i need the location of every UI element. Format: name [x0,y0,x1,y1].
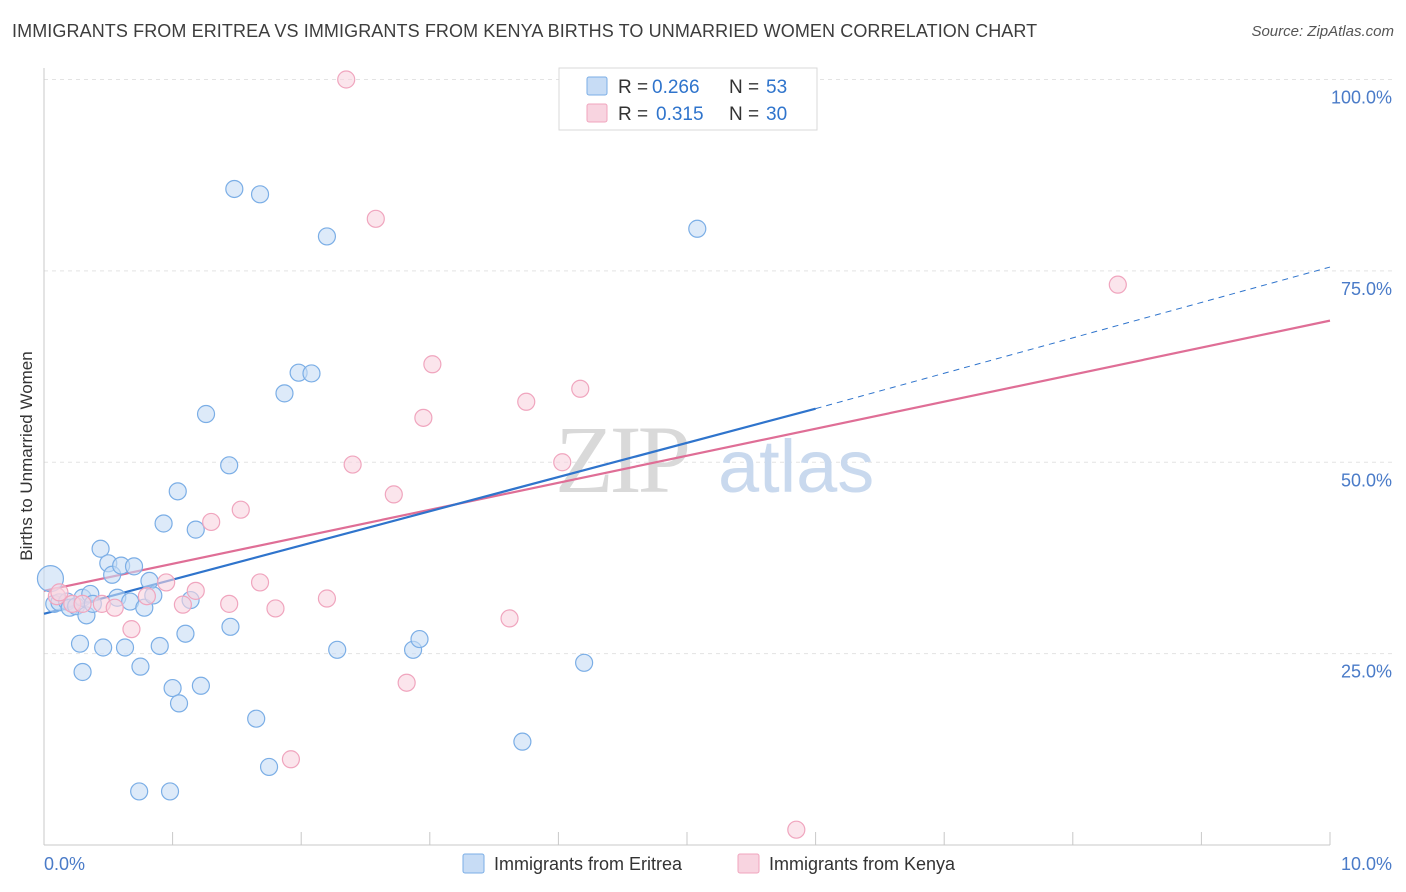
point-kenya-24 [423,355,442,374]
point-eritrea-7 [70,634,90,653]
point-eritrea-44 [317,227,337,246]
point-kenya-10 [186,581,205,600]
point-kenya-27 [553,453,572,472]
bottom-legend-swatch-kenya [737,853,760,874]
point-kenya-17 [317,589,337,608]
point-kenya-26 [517,392,536,411]
legend-box: R = 0.266 N = 53 R = 0.315 N = 30 [558,67,818,131]
legend-r-label-kenya: R = [618,104,648,125]
point-kenya-28 [571,379,590,398]
point-kenya-22 [397,673,416,692]
point-eritrea-52 [688,219,707,238]
point-eritrea-8 [73,662,92,682]
point-kenya-20 [366,209,385,228]
point-eritrea-30 [176,624,195,643]
point-eritrea-36 [221,617,240,636]
point-eritrea-13 [94,638,113,657]
point-eritrea-37 [225,179,244,199]
legend-n-value-eritrea: 53 [766,77,787,98]
x-tick-label-max: 10.0% [1341,854,1392,874]
point-eritrea-50 [513,732,532,751]
watermark-atlas: atlas [718,425,874,508]
y-tick-labels: 25.0% 50.0% 75.0% 100.0% [1331,88,1392,682]
legend-swatch-eritrea [586,76,608,96]
point-kenya-23 [414,408,433,427]
point-eritrea-46 [130,782,149,801]
source-credit: Source: ZipAtlas.com [1251,23,1394,40]
x-tick-label-min: 0.0% [44,854,85,874]
y-tick-label-25: 25.0% [1341,662,1392,682]
point-kenya-16 [281,750,301,769]
point-eritrea-41 [275,384,294,403]
legend-n-label-eritrea: N = [729,77,759,98]
point-eritrea-21 [131,657,150,676]
point-kenya-25 [500,609,519,628]
bottom-legend-label-eritrea: Immigrants from Eritrea [494,854,683,874]
point-eritrea-45 [328,640,347,659]
point-kenya-7 [137,587,156,606]
point-eritrea-49 [410,629,429,649]
point-kenya-15 [266,599,285,618]
watermark: ZIP atlas [555,406,874,513]
y-tick-label-75: 75.0% [1341,279,1392,299]
point-eritrea-34 [196,404,216,424]
point-eritrea-12 [91,539,110,558]
point-kenya-1 [50,583,69,602]
chart-title: IMMIGRANTS FROM ERITREA VS IMMIGRANTS FR… [12,21,1038,41]
point-kenya-3 [73,594,92,613]
point-eritrea-25 [150,636,169,656]
legend-n-label-kenya: N = [729,104,759,125]
point-eritrea-43 [302,364,321,383]
point-kenya-13 [231,500,250,519]
bottom-legend-label-kenya: Immigrants from Kenya [769,854,956,874]
grid-lines [44,79,1392,655]
point-eritrea-51 [575,653,594,672]
trend-line-eritrea-extension [815,266,1331,410]
point-eritrea-39 [250,185,270,204]
point-eritrea-35 [220,456,239,475]
point-eritrea-20 [124,557,144,576]
point-eritrea-33 [191,676,210,695]
trend-lines [43,266,1331,615]
data-points [36,70,1127,839]
legend-r-label-eritrea: R = [618,77,648,98]
point-kenya-30 [1108,275,1127,294]
bottom-legend-swatch-eritrea [462,853,485,874]
point-eritrea-18 [115,638,135,657]
point-kenya-5 [105,598,124,617]
y-axis-title: Births to Unmarried Women [17,351,36,560]
point-eritrea-27 [163,678,182,698]
point-eritrea-26 [154,514,173,533]
legend-r-value-eritrea: 0.266 [652,77,700,98]
point-kenya-29 [787,820,806,839]
y-tick-label-100: 100.0% [1331,88,1392,108]
point-eritrea-47 [160,782,180,801]
point-kenya-8 [157,573,176,592]
x-tick-marks [43,832,1331,845]
point-kenya-9 [173,595,192,614]
legend-n-value-kenya: 30 [766,104,787,125]
point-kenya-11 [202,512,221,532]
point-eritrea-32 [186,520,205,539]
point-kenya-14 [250,573,270,592]
point-eritrea-28 [168,482,187,501]
bottom-legend: Immigrants from Eritrea Immigrants from … [462,853,956,874]
point-kenya-19 [343,455,362,474]
legend-swatch-kenya [586,103,608,123]
point-kenya-12 [220,594,239,613]
legend-r-value-kenya: 0.315 [656,104,704,125]
point-eritrea-29 [169,694,189,713]
y-tick-label-50: 50.0% [1341,470,1392,490]
trend-line-kenya [43,319,1331,592]
point-eritrea-38 [247,709,266,728]
point-kenya-6 [122,620,141,639]
point-kenya-18 [337,70,356,89]
point-eritrea-40 [259,757,279,777]
point-kenya-21 [384,485,403,504]
